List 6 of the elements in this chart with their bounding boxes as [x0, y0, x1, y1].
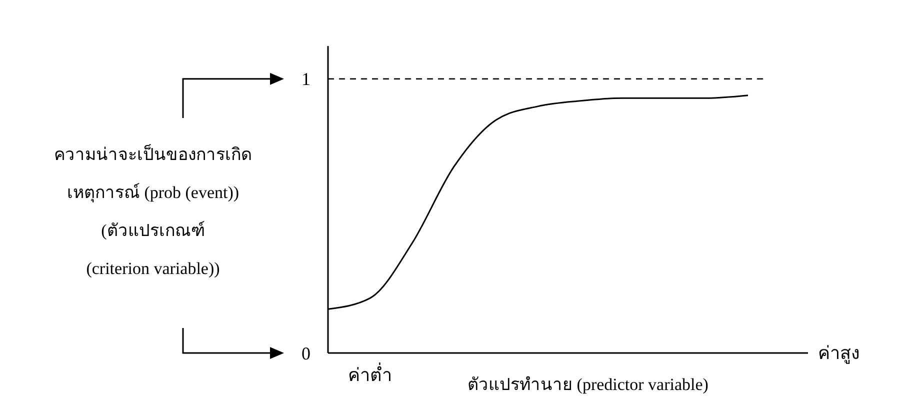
y-tick-label: 0 — [302, 343, 310, 364]
x-axis-title: ตัวแปรทำนาย (predictor variable) — [468, 375, 708, 394]
y-axis-title: ความน่าจะเป็นของการเกิด เหตุการณ์ (prob (event)) (ตัวแปรเกณฑ์ (criterion variable)) — [54, 143, 252, 278]
text: ค่าต่ำ — [348, 362, 392, 385]
y-tick-label: 1 — [302, 69, 310, 90]
text: ค่าสูง — [818, 343, 860, 364]
